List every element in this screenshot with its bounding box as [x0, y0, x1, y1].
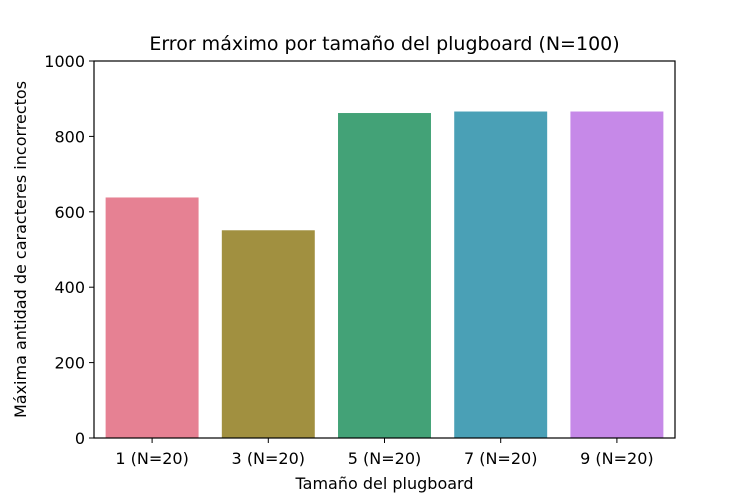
bar-3 [338, 113, 431, 438]
y-tick-label: 0 [75, 429, 85, 448]
x-tick-label: 3 (N=20) [232, 449, 305, 468]
x-axis-label: Tamaño del plugboard [295, 474, 474, 493]
x-tick-label: 7 (N=20) [464, 449, 537, 468]
y-tick-label: 600 [54, 203, 85, 222]
bar-5 [570, 111, 664, 438]
x-axis-ticks: 1 (N=20) 3 (N=20) 5 (N=20) 7 (N=20) 9 (N=20) [115, 438, 654, 468]
bar-1 [105, 197, 199, 438]
bar-2 [221, 230, 315, 438]
y-tick-label: 1000 [44, 52, 85, 71]
x-tick-label: 5 (N=20) [348, 449, 421, 468]
y-tick-label: 200 [54, 354, 85, 373]
y-axis-ticks: 0 200 400 600 800 1000 [44, 52, 94, 448]
x-tick-label: 1 (N=20) [115, 449, 188, 468]
chart-title: Error máximo por tamaño del plugboard (N… [149, 33, 619, 55]
y-tick-label: 400 [54, 278, 85, 297]
y-axis-label: Máxima antidad de caracteres incorrectos [11, 81, 30, 418]
x-tick-label: 9 (N=20) [580, 449, 653, 468]
y-tick-label: 800 [54, 127, 85, 146]
bars-layer [105, 111, 664, 438]
bar-4 [454, 111, 548, 438]
